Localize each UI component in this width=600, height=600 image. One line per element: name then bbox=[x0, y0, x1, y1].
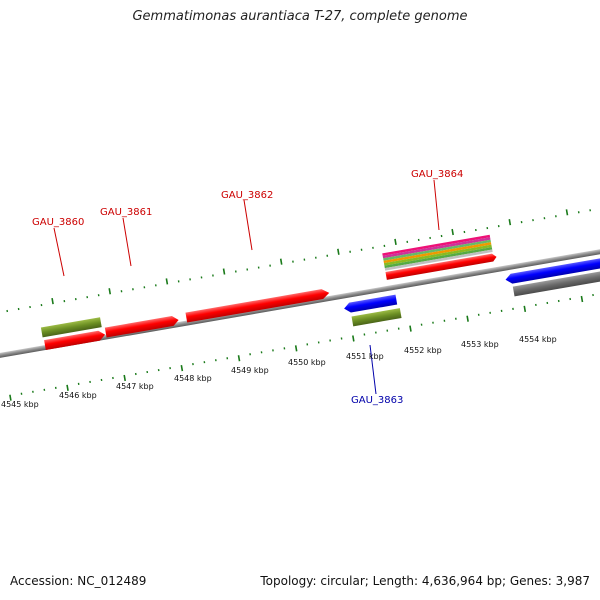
tick-label: 4550 kbp bbox=[288, 358, 326, 367]
green-feature-2 bbox=[351, 308, 402, 327]
gene-label-GAU_3862[interactable]: GAU_3862 bbox=[221, 190, 273, 201]
overlapping-features-stack bbox=[382, 234, 493, 271]
major-tick bbox=[66, 384, 69, 391]
major-tick bbox=[237, 355, 241, 362]
gray-feature-right bbox=[512, 264, 600, 297]
major-tick bbox=[279, 258, 283, 265]
genome-stats-text: Topology: circular; Length: 4,636,964 bp… bbox=[260, 574, 590, 588]
major-tick bbox=[294, 345, 298, 352]
gene-arrow-reverse-right[interactable] bbox=[505, 251, 600, 285]
gene-arrow-GAU_3863[interactable] bbox=[343, 294, 398, 314]
tick-label: 4551 kbp bbox=[346, 352, 384, 361]
major-tick bbox=[123, 374, 127, 382]
upper-tick-track bbox=[6, 209, 592, 313]
gene-arrow-GAU_3861[interactable] bbox=[104, 315, 180, 338]
gene-label-GAU_3861[interactable]: GAU_3861 bbox=[100, 207, 152, 218]
major-tick bbox=[409, 325, 412, 332]
gene-labels: GAU_3860 GAU_3861 GAU_3862 GAU_3864 GAU_… bbox=[32, 169, 463, 406]
major-tick bbox=[466, 315, 469, 322]
coordinate-tick-labels: 4545 kbp 4546 kbp 4547 kbp 4548 kbp 4549… bbox=[1, 335, 557, 409]
accession-text: Accession: NC_012489 bbox=[10, 574, 147, 588]
green-feature-1 bbox=[40, 317, 102, 338]
major-tick bbox=[580, 295, 584, 303]
major-tick bbox=[451, 228, 454, 236]
major-tick bbox=[222, 268, 226, 275]
gene-arrow-GAU_3864[interactable] bbox=[385, 253, 497, 280]
tick-label: 4552 kbp bbox=[404, 346, 442, 355]
map-title: Gemmatimonas aurantiaca T-27, complete g… bbox=[132, 9, 468, 24]
tick-label: 4554 kbp bbox=[519, 335, 557, 344]
tick-label: 4547 kbp bbox=[116, 382, 154, 391]
tick-label: 4545 kbp bbox=[1, 400, 39, 409]
gene-label-GAU_3864[interactable]: GAU_3864 bbox=[411, 169, 463, 180]
tick-label: 4553 kbp bbox=[461, 340, 499, 349]
tick-label: 4549 kbp bbox=[231, 366, 269, 375]
major-tick bbox=[565, 209, 569, 216]
major-tick bbox=[165, 278, 169, 285]
major-tick bbox=[108, 288, 112, 295]
tick-label: 4548 kbp bbox=[174, 374, 212, 383]
lower-tick-track bbox=[9, 293, 594, 401]
gene-arrow-GAU_3860[interactable] bbox=[44, 330, 106, 350]
major-tick bbox=[352, 335, 355, 342]
major-tick bbox=[523, 305, 527, 312]
gene-arrow-GAU_3862[interactable] bbox=[185, 288, 330, 323]
gene-label-GAU_3863[interactable]: GAU_3863 bbox=[351, 395, 403, 406]
major-tick bbox=[508, 219, 512, 226]
major-tick bbox=[394, 238, 397, 245]
major-tick bbox=[337, 248, 340, 255]
gene-label-GAU_3860[interactable]: GAU_3860 bbox=[32, 217, 84, 228]
major-tick bbox=[180, 365, 184, 372]
major-tick bbox=[9, 394, 12, 401]
tick-label: 4546 kbp bbox=[59, 391, 97, 400]
major-tick bbox=[51, 298, 54, 305]
